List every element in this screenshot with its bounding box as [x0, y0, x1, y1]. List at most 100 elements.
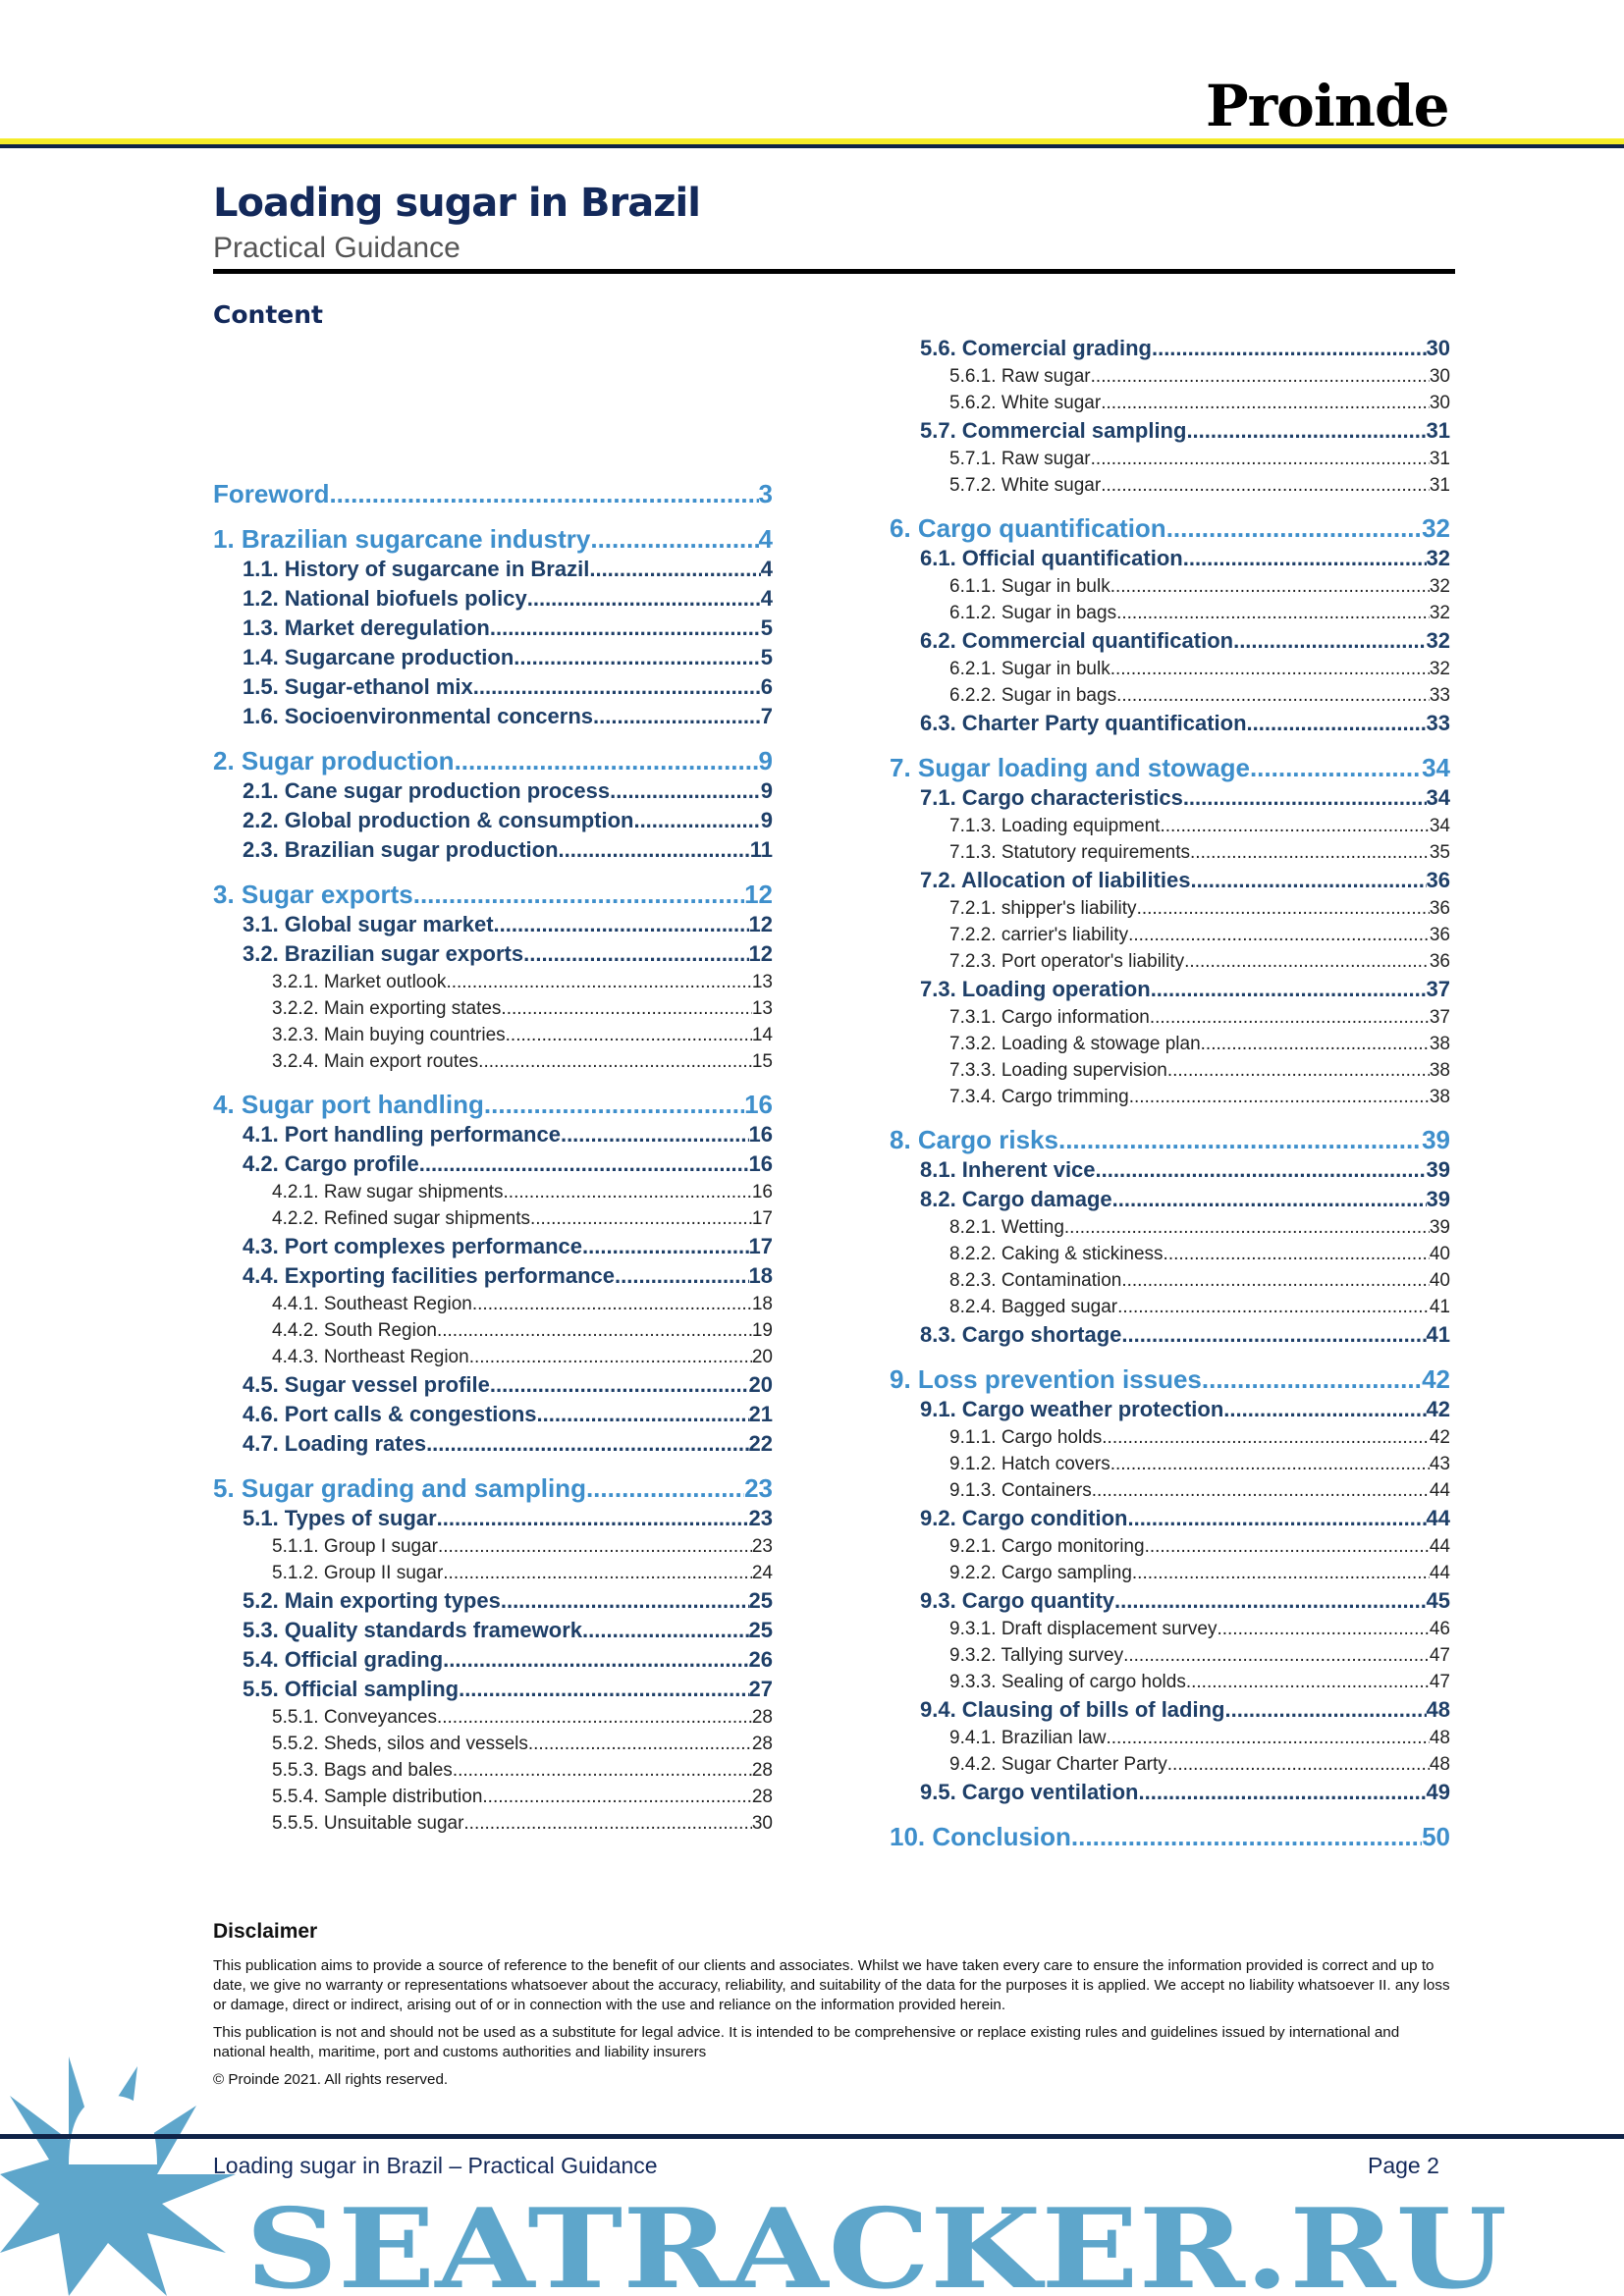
toc-entry[interactable]: 4.2.1. Raw sugar shipments 16	[213, 1179, 773, 1205]
toc-entry[interactable]: 7.2.3. Port operator's liability 36	[890, 948, 1450, 975]
toc-entry[interactable]: 5.1. Types of sugar 23	[213, 1504, 773, 1533]
toc-entry[interactable]: 9.3.1. Draft displacement survey 46	[890, 1616, 1450, 1642]
toc-entry[interactable]: 9.3.3. Sealing of cargo holds 47	[890, 1669, 1450, 1695]
toc-entry[interactable]: 3.2. Brazilian sugar exports 12	[213, 939, 773, 969]
toc-entry[interactable]: 9.3. Cargo quantity 45	[890, 1586, 1450, 1616]
toc-entry[interactable]: 4.4. Exporting facilities performance 18	[213, 1261, 773, 1291]
toc-entry[interactable]: 5.2. Main exporting types 25	[213, 1586, 773, 1616]
toc-entry[interactable]: 4.1. Port handling performance 16	[213, 1120, 773, 1149]
toc-entry[interactable]: 4.4.3. Northeast Region 20	[213, 1344, 773, 1370]
toc-entry[interactable]: 5.6. Comercial grading 30	[890, 334, 1450, 363]
toc-entry[interactable]: 6. Cargo quantification 32	[890, 512, 1450, 544]
toc-entry[interactable]: 3. Sugar exports 12	[213, 879, 773, 910]
toc-entry[interactable]: 5.6.2. White sugar 30	[890, 390, 1450, 416]
toc-entry[interactable]: 3.2.3. Main buying countries 14	[213, 1022, 773, 1048]
toc-entry[interactable]: 7.3.2. Loading & stowage plan 38	[890, 1031, 1450, 1057]
toc-entry[interactable]: 7.3.3. Loading supervision 38	[890, 1057, 1450, 1084]
toc-entry[interactable]: 6.2. Commercial quantification 32	[890, 626, 1450, 656]
toc-entry-label: 9.3.3. Sealing of cargo holds	[949, 1672, 1186, 1692]
toc-entry[interactable]: 9.2.1. Cargo monitoring 44	[890, 1533, 1450, 1560]
toc-entry[interactable]: 7.3.4. Cargo trimming 38	[890, 1084, 1450, 1110]
toc-entry[interactable]: 5.7. Commercial sampling 31	[890, 416, 1450, 446]
toc-entry[interactable]: 1.5. Sugar-ethanol mix 6	[213, 672, 773, 702]
toc-entry[interactable]: 6.1.1. Sugar in bulk 32	[890, 573, 1450, 600]
toc-entry[interactable]: 9.4.2. Sugar Charter Party 48	[890, 1751, 1450, 1778]
toc-entry[interactable]: 4.4.1. Southeast Region 18	[213, 1291, 773, 1317]
toc-entry[interactable]: 5.5.1. Conveyances 28	[213, 1704, 773, 1731]
dot-leader	[1166, 512, 1422, 544]
toc-entry[interactable]: 5.5. Official sampling 27	[213, 1675, 773, 1704]
toc-entry[interactable]: 5.6.1. Raw sugar 30	[890, 363, 1450, 390]
toc-entry[interactable]: 2. Sugar production 9	[213, 745, 773, 776]
toc-entry[interactable]: 8.2.4. Bagged sugar 41	[890, 1294, 1450, 1320]
toc-entry[interactable]: 9.3.2. Tallying survey 47	[890, 1642, 1450, 1669]
toc-entry[interactable]: 4.2.2. Refined sugar shipments 17	[213, 1205, 773, 1232]
toc-entry[interactable]: 6.1.2. Sugar in bags 32	[890, 600, 1450, 626]
toc-entry[interactable]: 4.3. Port complexes performance 17	[213, 1232, 773, 1261]
toc-entry[interactable]: 1.3. Market deregulation 5	[213, 614, 773, 643]
toc-entry[interactable]: 2.2. Global production & consumption 9	[213, 806, 773, 835]
toc-entry[interactable]: 7. Sugar loading and stowage 34	[890, 752, 1450, 783]
toc-entry[interactable]: 8.2.3. Contamination 40	[890, 1267, 1450, 1294]
toc-entry[interactable]: 8.2. Cargo damage 39	[890, 1185, 1450, 1214]
toc-entry[interactable]: 4.2. Cargo profile 16	[213, 1149, 773, 1179]
toc-entry[interactable]: 1. Brazilian sugarcane industry 4	[213, 523, 773, 555]
toc-entry[interactable]: 9.4. Clausing of bills of lading 48	[890, 1695, 1450, 1725]
toc-entry[interactable]: 1.4. Sugarcane production 5	[213, 643, 773, 672]
toc-entry[interactable]: 7.2.1. shipper's liability 36	[890, 895, 1450, 922]
toc-entry[interactable]: 9.1.2. Hatch covers 43	[890, 1451, 1450, 1477]
toc-entry[interactable]: 3.2.2. Main exporting states 13	[213, 995, 773, 1022]
toc-entry[interactable]: 4.7. Loading rates 22	[213, 1429, 773, 1459]
toc-entry[interactable]: 8. Cargo risks 39	[890, 1124, 1450, 1155]
toc-entry[interactable]: 5.5.2. Sheds, silos and vessels 28	[213, 1731, 773, 1757]
toc-entry[interactable]: 2.3. Brazilian sugar production 11	[213, 835, 773, 865]
toc-entry[interactable]: 9. Loss prevention issues 42	[890, 1363, 1450, 1395]
toc-entry[interactable]: 2.1. Cane sugar production process 9	[213, 776, 773, 806]
toc-entry[interactable]: 5.5.4. Sample distribution 28	[213, 1784, 773, 1810]
toc-entry[interactable]: 5.5.3. Bags and bales 28	[213, 1757, 773, 1784]
toc-entry[interactable]: 9.4.1. Brazilian law 48	[890, 1725, 1450, 1751]
toc-entry[interactable]: 1.6. Socioenvironmental concerns 7	[213, 702, 773, 731]
toc-entry[interactable]: 1.1. History of sugarcane in Brazil 4	[213, 555, 773, 584]
toc-entry[interactable]: 8.1. Inherent vice 39	[890, 1155, 1450, 1185]
toc-entry[interactable]: 9.2.2. Cargo sampling 44	[890, 1560, 1450, 1586]
toc-entry[interactable]: 5.3. Quality standards framework 25	[213, 1616, 773, 1645]
toc-entry[interactable]: 3.2.4. Main export routes 15	[213, 1048, 773, 1075]
toc-entry[interactable]: 4.4.2. South Region 19	[213, 1317, 773, 1344]
toc-entry[interactable]: 7.1. Cargo characteristics 34	[890, 783, 1450, 813]
toc-entry[interactable]: 7.2.2. carrier's liability 36	[890, 922, 1450, 948]
toc-entry[interactable]: 10. Conclusion 50	[890, 1821, 1450, 1852]
toc-entry[interactable]: 5.4. Official grading 26	[213, 1645, 773, 1675]
toc-entry[interactable]: 5. Sugar grading and sampling 23	[213, 1472, 773, 1504]
toc-entry[interactable]: 6.1. Official quantification 32	[890, 544, 1450, 573]
toc-entry[interactable]: 5.7.2. White sugar 31	[890, 472, 1450, 499]
toc-entry[interactable]: 6.3. Charter Party quantification 33	[890, 709, 1450, 738]
toc-entry[interactable]: 7.1.3. Loading equipment 34	[890, 813, 1450, 839]
toc-entry[interactable]: 8.2.2. Caking & stickiness 40	[890, 1241, 1450, 1267]
toc-entry[interactable]: 6.2.2. Sugar in bags 33	[890, 682, 1450, 709]
toc-entry[interactable]: 4.6. Port calls & congestions 21	[213, 1400, 773, 1429]
toc-entry[interactable]: 3.1. Global sugar market 12	[213, 910, 773, 939]
toc-entry[interactable]: 1.2. National biofuels policy 4	[213, 584, 773, 614]
toc-entry[interactable]: 7.1.3. Statutory requirements 35	[890, 839, 1450, 866]
toc-entry[interactable]: 7.2. Allocation of liabilities 36	[890, 866, 1450, 895]
toc-entry[interactable]: 9.1. Cargo weather protection 42	[890, 1395, 1450, 1424]
toc-entry[interactable]: 8.3. Cargo shortage 41	[890, 1320, 1450, 1350]
toc-entry[interactable]: 5.1.2. Group II sugar 24	[213, 1560, 773, 1586]
toc-entry[interactable]: 4. Sugar port handling 16	[213, 1089, 773, 1120]
toc-entry[interactable]: 5.1.1. Group I sugar 23	[213, 1533, 773, 1560]
toc-entry[interactable]: 4.5. Sugar vessel profile 20	[213, 1370, 773, 1400]
toc-entry[interactable]: 9.1.3. Containers 44	[890, 1477, 1450, 1504]
toc-entry[interactable]: 5.5.5. Unsuitable sugar 30	[213, 1810, 773, 1837]
toc-entry[interactable]: 5.7.1. Raw sugar 31	[890, 446, 1450, 472]
toc-entry[interactable]: 9.5. Cargo ventilation 49	[890, 1778, 1450, 1807]
toc-entry[interactable]: 8.2.1. Wetting 39	[890, 1214, 1450, 1241]
toc-entry[interactable]: 3.2.1. Market outlook 13	[213, 969, 773, 995]
toc-entry-page: 47	[1429, 1672, 1450, 1692]
toc-entry[interactable]: 7.3.1. Cargo information 37	[890, 1004, 1450, 1031]
toc-entry[interactable]: 9.2. Cargo condition 44	[890, 1504, 1450, 1533]
toc-entry[interactable]: Foreword 3	[213, 478, 773, 509]
toc-entry[interactable]: 6.2.1. Sugar in bulk 32	[890, 656, 1450, 682]
toc-entry[interactable]: 7.3. Loading operation 37	[890, 975, 1450, 1004]
toc-entry[interactable]: 9.1.1. Cargo holds 42	[890, 1424, 1450, 1451]
